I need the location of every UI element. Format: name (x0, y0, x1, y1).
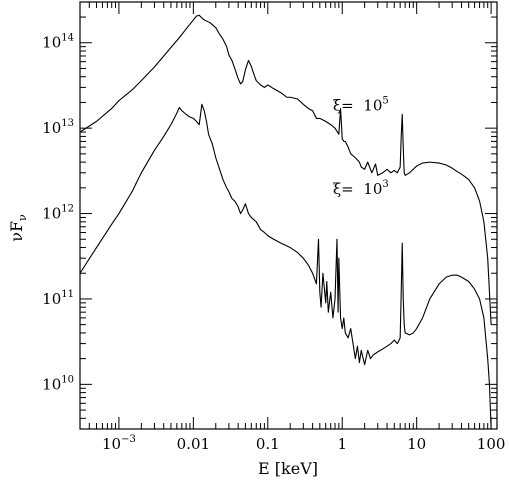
x-tick-label: 100 (477, 435, 506, 453)
series-line-0 (80, 14, 492, 325)
x-tick-label: 0.01 (177, 435, 210, 453)
major-ticks (80, 2, 497, 429)
y-tick-label: 1012 (42, 204, 74, 223)
y-axis-label: νFν (7, 214, 29, 242)
y-axis-label-main: νF (7, 221, 26, 242)
x-tick-label: 1 (337, 435, 347, 453)
series-layer (80, 14, 492, 429)
plot-frame (79, 1, 498, 430)
y-tick-label: 1014 (42, 33, 74, 52)
x-tick-label: 0.1 (256, 435, 280, 453)
y-tick-label: 1013 (42, 118, 74, 137)
series-annotation-0: ξ= 105 (333, 96, 389, 115)
x-axis-label: E [keV] (258, 459, 318, 478)
y-tick-label: 1011 (42, 289, 74, 308)
series-line-1 (80, 103, 492, 429)
x-tick-label: 10−3 (102, 434, 136, 453)
x-tick-label: 10 (407, 435, 426, 453)
y-axis-label-sub: ν (16, 214, 29, 221)
y-tick-labels: 1010 1011 1012 1013 1014 (42, 33, 74, 394)
series-annotation-1: ξ= 103 (333, 179, 389, 198)
x-tick-labels: 10−3 0.01 0.1 1 10 100 (102, 434, 505, 453)
minor-ticks (79, 2, 497, 429)
y-tick-label: 1010 (42, 374, 74, 393)
annotation-layer: ξ= 105 ξ= 103 (333, 96, 389, 198)
